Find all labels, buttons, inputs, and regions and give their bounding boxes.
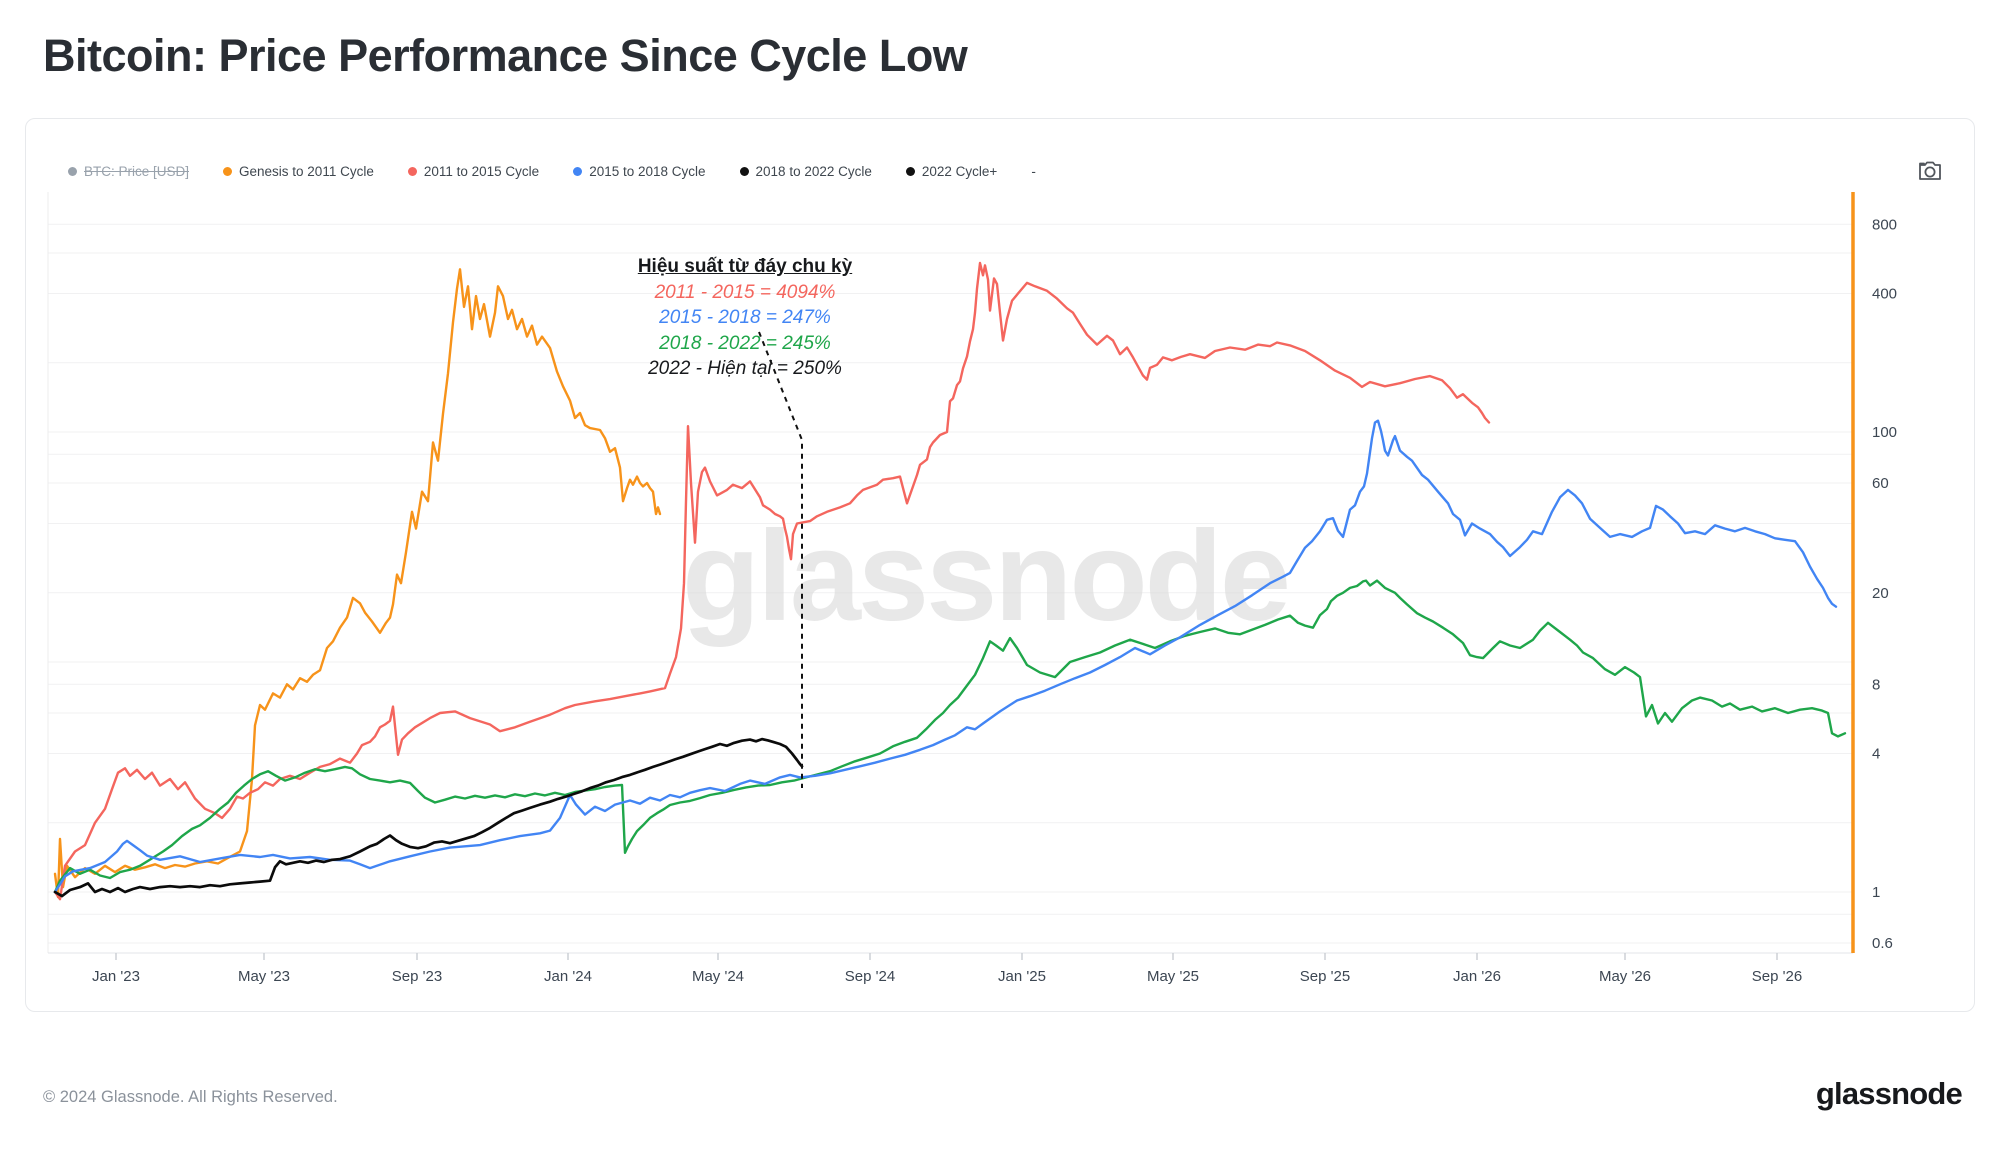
gridlines [48,223,1853,944]
y-axis-label: 20 [1872,585,1889,602]
annotation-block: Hiệu suất từ đáy chu kỳ 2011 - 2015 = 40… [565,254,925,382]
annotation-line: 2015 - 2018 = 247% [659,307,831,328]
legend-item-label: 2022 Cycle+ [921,164,998,179]
annotation-line: 2018 - 2022 = 245% [659,332,831,354]
annotation-line: 2011 - 2015 = 4094% [654,281,836,303]
series-lines [53,261,1847,901]
y-axis-label: 60 [1872,475,1889,492]
legend-marker-dot [905,167,915,176]
legend-marker-dot [68,167,77,176]
x-axis-label: May '24 [692,968,744,985]
x-axis-label: Sep '26 [1752,968,1802,985]
x-axis-label: Jan '26 [1453,968,1501,985]
legend-marker-dot [573,167,583,176]
series-line-2022-cycle- [53,737,804,898]
legend-item-label: 2011 to 2015 Cycle [423,164,540,179]
screenshot-button[interactable] [1913,156,1947,186]
legend-item-label: - [1031,164,1036,179]
x-axis-label: Sep '24 [845,968,895,985]
y-axis-label: 100 [1872,424,1897,441]
y-axis-label: 800 [1872,216,1897,233]
x-axis-label: Sep '25 [1300,968,1350,985]
legend-item-2011-to-2015-cycle[interactable]: 2011 to 2015 Cycle [407,164,540,179]
legend-item-genesis-to-2011-cycle[interactable]: Genesis to 2011 Cycle [223,164,374,179]
legend-item-label: 2015 to 2018 Cycle [589,164,706,179]
axes [47,192,1855,960]
legend-item-label: Genesis to 2011 Cycle [239,164,374,179]
series-line-2018-to-2022-cycle [53,579,1847,894]
chart-card [25,118,1975,1012]
legend-item-2018-to-2022-cycle[interactable]: 2018 to 2022 Cycle [739,164,872,179]
series-line-2011-to-2015-cycle [53,261,1491,901]
x-axis-label: May '25 [1147,968,1199,985]
legend-item-label: 2018 to 2022 Cycle [755,164,872,179]
x-axis-label: May '23 [238,968,290,985]
y-axis-label: 1 [1872,884,1880,901]
y-axis-labels: 800 400 100 60 20 8 4 1 0.6 [1872,216,1897,952]
x-axis-label: Jan '25 [998,968,1046,985]
watermark: glassnode [682,505,1288,648]
y-axis-label: 400 [1872,286,1897,303]
page-title: Bitcoin: Price Performance Since Cycle L… [43,30,968,81]
x-axis-label: Jan '24 [544,968,592,985]
y-axis-label: 0.6 [1872,935,1893,952]
annotation-line: 2022 - Hiện tại = 250% [648,358,842,379]
legend-item-[interactable]: - [1031,164,1036,179]
legend-item-btc-price-usd[interactable]: BTC: Price [USD] [68,164,189,179]
legend-item-2022-cycle[interactable]: 2022 Cycle+ [905,164,998,179]
legend-marker-dot [223,167,233,176]
series-line-2015-to-2018-cycle [53,419,1838,894]
camera-icon [1919,161,1941,180]
footer-copyright: © 2024 Glassnode. All Rights Reserved. [43,1088,338,1106]
annotation-title: Hiệu suất từ đáy chu kỳ [637,256,853,277]
legend-item-2015-to-2018-cycle[interactable]: 2015 to 2018 Cycle [573,164,706,179]
y-axis-label: 4 [1872,746,1880,763]
x-axis-label: May '26 [1599,968,1651,985]
y-axis-label: 8 [1872,676,1880,693]
legend-marker-dot [407,167,417,176]
legend-item-label: BTC: Price [USD] [84,164,190,179]
legend: BTC: Price [USD] Genesis to 2011 Cycle 201… [68,164,1036,179]
x-axis-label: Sep '23 [392,968,442,985]
legend-marker-dot [739,167,749,176]
x-axis-label: Jan '23 [92,968,140,985]
x-axis-labels: Jan '23 May '23 Sep '23 Jan '24 May '24 Sep '… [92,968,1802,985]
glassnode-logo: glassnode [1815,1076,1963,1111]
